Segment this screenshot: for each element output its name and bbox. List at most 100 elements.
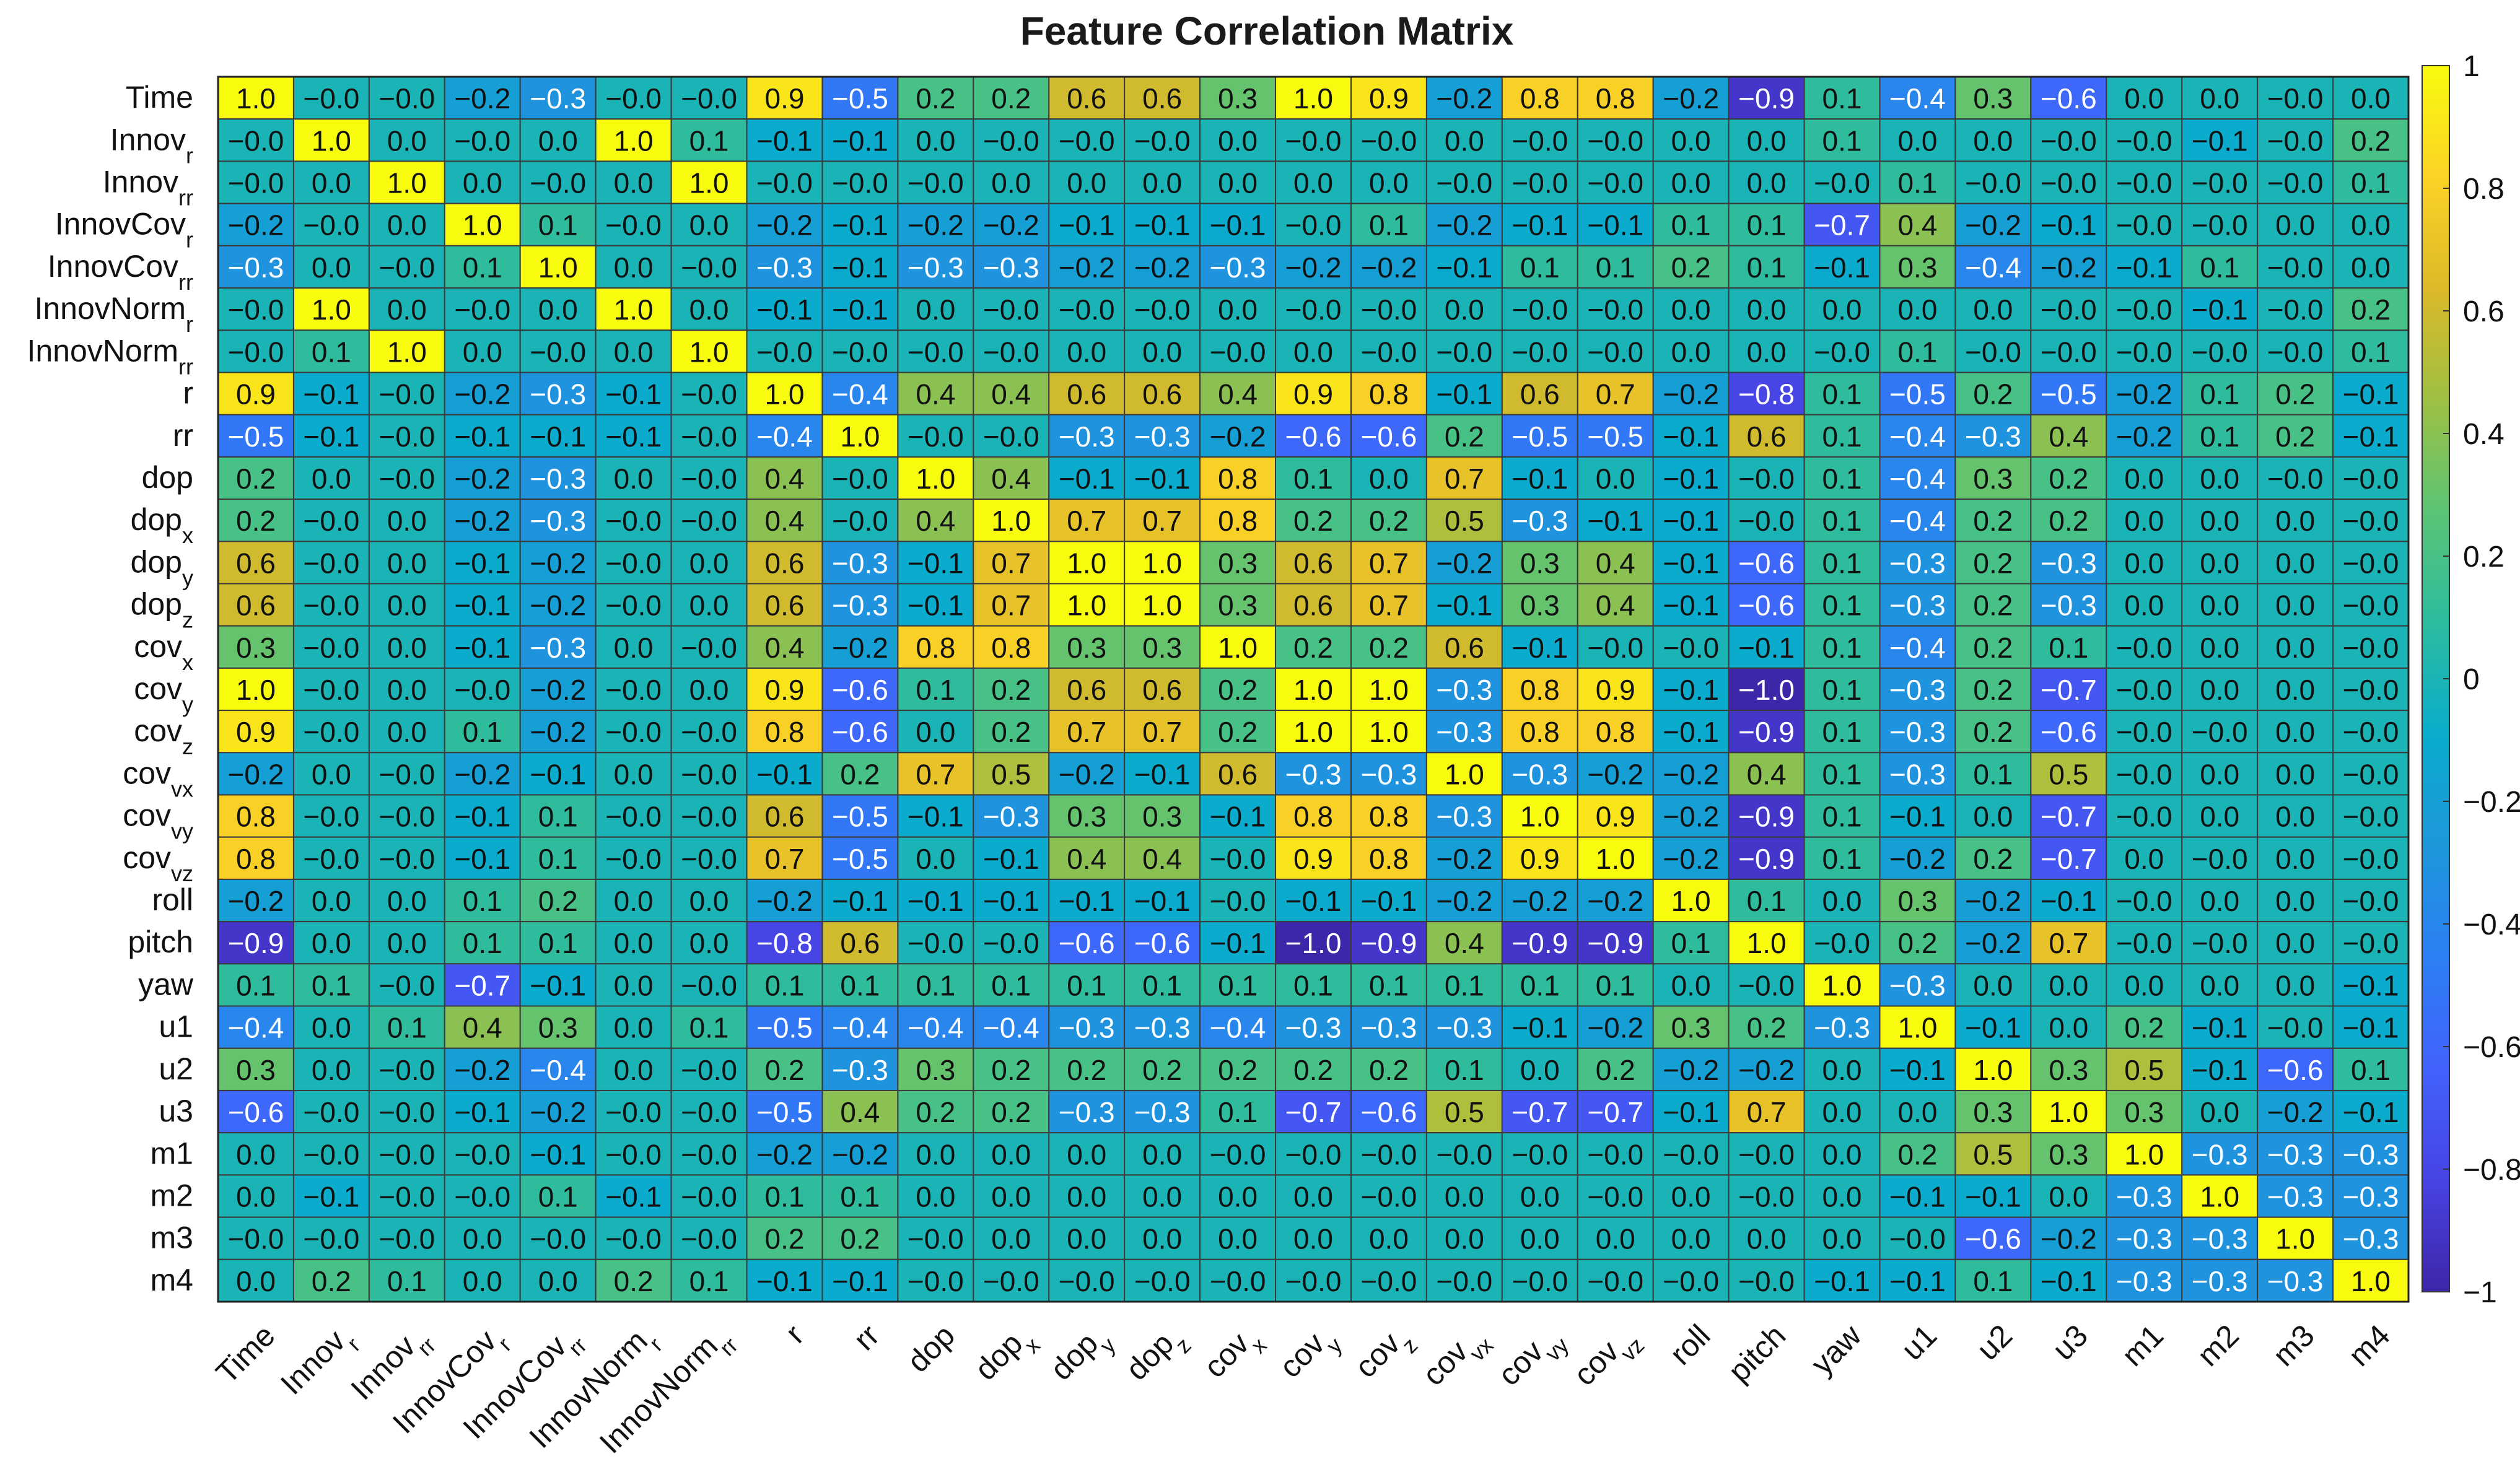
cell-value-label: −0.0 bbox=[1436, 1265, 1492, 1297]
cell-value-label: −0.0 bbox=[605, 843, 662, 875]
cell-value-label: −0.0 bbox=[2343, 885, 2399, 917]
x-tick-label: u1 bbox=[1894, 1318, 1943, 1367]
heatmap-cell bbox=[746, 1047, 823, 1091]
cell-value-label: −0.0 bbox=[303, 209, 359, 242]
heatmap-cell bbox=[1728, 329, 1805, 373]
cell-value-label: 0.0 bbox=[1142, 1180, 1182, 1213]
cell-value-label: −0.0 bbox=[228, 294, 284, 326]
cell-value-label: 0.0 bbox=[1445, 1223, 1484, 1255]
cell-value-label: −0.1 bbox=[1663, 1096, 1719, 1128]
heatmap-cell bbox=[1350, 752, 1427, 796]
cell-value-label: 0.4 bbox=[1596, 590, 1635, 622]
heatmap-cell bbox=[1728, 541, 1805, 585]
heatmap-cell bbox=[1954, 1216, 2032, 1260]
cell-value-label: 0.1 bbox=[1369, 969, 1409, 1001]
heatmap-cell bbox=[1879, 245, 1956, 289]
cell-value-label: −0.0 bbox=[303, 801, 359, 833]
cell-value-label: −0.0 bbox=[303, 674, 359, 706]
cell-value-label: 0.0 bbox=[312, 758, 351, 790]
cell-value-label: −0.5 bbox=[756, 1012, 813, 1044]
heatmap-cell bbox=[973, 1258, 1050, 1303]
cell-value-label: −0.0 bbox=[1436, 1138, 1492, 1170]
cell-value-label: −0.0 bbox=[303, 1138, 359, 1170]
cell-value-label: −0.2 bbox=[454, 82, 510, 115]
heatmap-cell bbox=[595, 1005, 672, 1049]
cell-value-label: 0.9 bbox=[236, 378, 276, 411]
cell-value-label: −0.0 bbox=[1059, 124, 1115, 157]
heatmap-cell bbox=[1652, 667, 1730, 712]
heatmap-cell bbox=[1275, 1216, 1352, 1260]
cell-value-label: 0.2 bbox=[2049, 505, 2088, 537]
heatmap-cell bbox=[1652, 794, 1730, 838]
cell-value-label: 0.0 bbox=[1671, 167, 1711, 199]
cell-value-label: 0.6 bbox=[1218, 758, 1258, 790]
heatmap-cell bbox=[821, 160, 899, 204]
heatmap-cell bbox=[1501, 414, 1578, 458]
cell-value-label: 0.5 bbox=[1445, 1096, 1484, 1128]
heatmap-cell bbox=[746, 710, 823, 754]
heatmap-cell bbox=[1425, 1005, 1503, 1049]
cell-value-label: 0.0 bbox=[387, 716, 427, 748]
heatmap-cell bbox=[670, 1216, 748, 1260]
cell-value-label: −0.0 bbox=[1663, 1138, 1719, 1170]
heatmap-cell bbox=[2106, 245, 2183, 289]
cell-value-label: 0.8 bbox=[1369, 843, 1409, 875]
heatmap-cell bbox=[973, 1089, 1050, 1134]
cell-value-label: 0.1 bbox=[1671, 927, 1711, 959]
cell-value-label: 0.5 bbox=[991, 758, 1031, 790]
cell-value-label: 0.0 bbox=[2200, 885, 2239, 917]
cell-value-label: −0.6 bbox=[832, 674, 888, 706]
cell-value-label: 0.8 bbox=[1369, 378, 1409, 411]
heatmap-cell bbox=[519, 625, 597, 669]
cell-value-label: 0.2 bbox=[1596, 1054, 1635, 1086]
heatmap-cell bbox=[1879, 76, 1956, 120]
heatmap-cell bbox=[217, 160, 294, 204]
cell-value-label: −0.1 bbox=[2041, 885, 2097, 917]
cell-value-label: −0.4 bbox=[908, 1012, 964, 1044]
heatmap-cell bbox=[368, 710, 445, 754]
cell-value-label: 0.1 bbox=[1747, 885, 1787, 917]
cell-value-label: 0.0 bbox=[1142, 1223, 1182, 1255]
cell-value-label: −0.2 bbox=[1663, 82, 1719, 115]
cell-value-label: −0.0 bbox=[605, 1223, 662, 1255]
cell-value-label: −0.0 bbox=[378, 843, 435, 875]
heatmap-cell bbox=[2181, 160, 2259, 204]
heatmap-cell bbox=[670, 541, 748, 585]
heatmap-cell bbox=[2181, 836, 2259, 880]
cell-value-label: 0.3 bbox=[1142, 801, 1182, 833]
y-tick-label: u1 bbox=[159, 1009, 193, 1044]
heatmap-cell bbox=[1728, 76, 1805, 120]
y-tick-label: r bbox=[183, 376, 193, 411]
heatmap-cell bbox=[2181, 583, 2259, 627]
x-tick-label: dopz bbox=[1119, 1318, 1196, 1395]
cell-value-label: −0.1 bbox=[303, 378, 359, 411]
cell-value-label: 1.0 bbox=[1897, 1012, 1937, 1044]
heatmap-cell bbox=[2332, 1132, 2410, 1176]
heatmap-cell bbox=[1879, 1132, 1956, 1176]
cell-value-label: 0.0 bbox=[614, 336, 654, 368]
cell-value-label: −0.0 bbox=[681, 758, 737, 790]
heatmap-cell bbox=[821, 372, 899, 416]
heatmap-cell bbox=[1728, 287, 1805, 331]
heatmap-cell bbox=[1803, 794, 1881, 838]
cell-value-label: 0.0 bbox=[1067, 1138, 1106, 1170]
heatmap-cell bbox=[444, 878, 521, 923]
cell-value-label: −0.0 bbox=[605, 1138, 662, 1170]
heatmap-cell bbox=[444, 710, 521, 754]
cell-value-label: 1.0 bbox=[1369, 674, 1409, 706]
cell-value-label: −0.1 bbox=[1889, 1054, 1946, 1086]
cell-value-label: −0.0 bbox=[2192, 843, 2248, 875]
cell-value-label: 0.8 bbox=[916, 632, 955, 664]
heatmap-cell bbox=[1501, 1089, 1578, 1134]
heatmap-cell bbox=[1275, 752, 1352, 796]
cell-value-label: 0.2 bbox=[1218, 1054, 1258, 1086]
heatmap-cell bbox=[1954, 752, 2032, 796]
cell-value-label: 0.0 bbox=[614, 632, 654, 664]
heatmap-cell bbox=[1954, 414, 2032, 458]
heatmap-cell bbox=[821, 921, 899, 965]
heatmap-cell bbox=[1350, 836, 1427, 880]
cell-value-label: 0.1 bbox=[1067, 969, 1106, 1001]
heatmap-cell bbox=[292, 752, 370, 796]
cell-value-label: −0.4 bbox=[832, 378, 888, 411]
cell-value-label: −0.1 bbox=[756, 294, 813, 326]
